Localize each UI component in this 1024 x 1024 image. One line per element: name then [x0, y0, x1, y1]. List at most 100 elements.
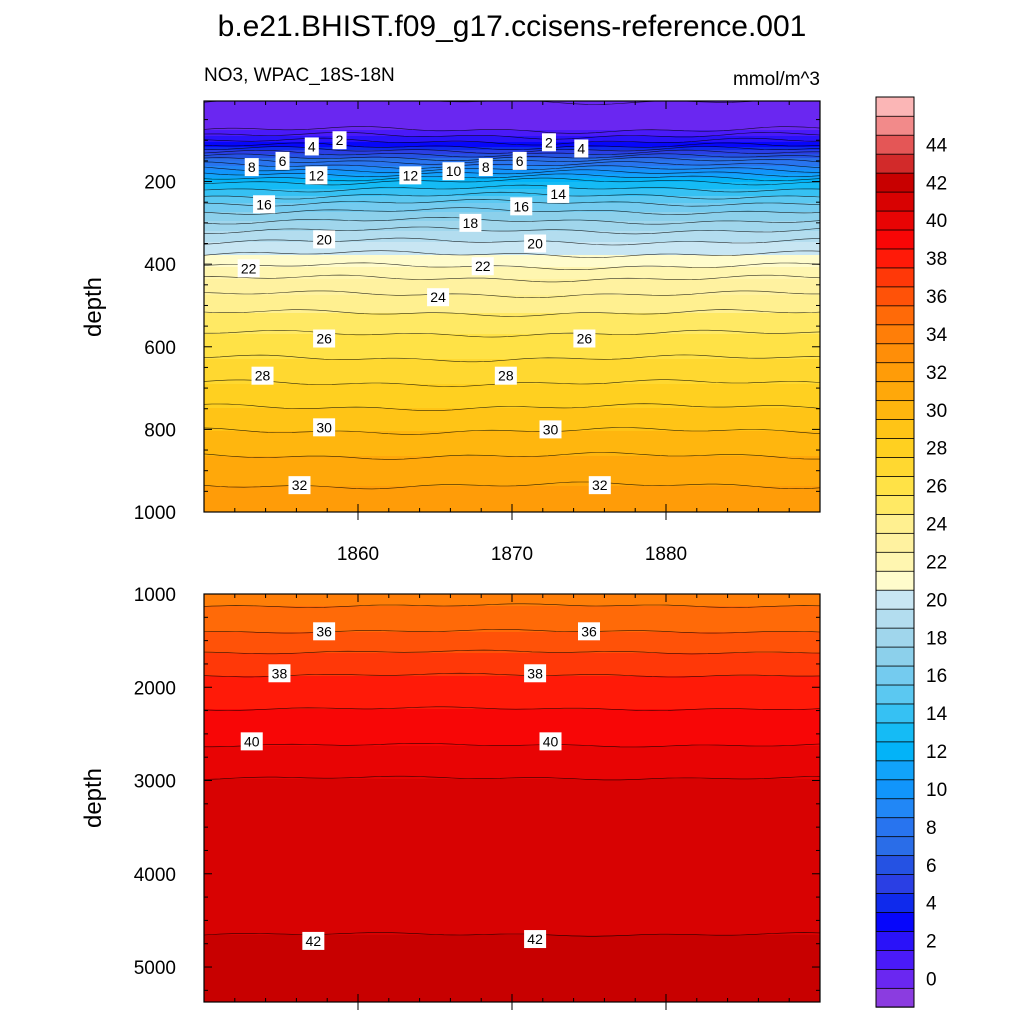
- contour-line: [204, 649, 820, 655]
- colorbar-box: [875, 115, 915, 136]
- colorbar-box: [875, 722, 915, 743]
- contour-label-box: [578, 622, 600, 641]
- colorbar-label: 28: [926, 439, 947, 460]
- contour-label: 10: [446, 163, 462, 179]
- contour-label-box: [547, 184, 570, 203]
- colorbar-box: [875, 191, 915, 212]
- right-subtitle: mmol/m^3: [733, 69, 820, 90]
- contour-band: [204, 606, 820, 633]
- contour-label-box: [539, 732, 562, 751]
- colorbar-box: [875, 494, 915, 515]
- colorbar-box: [875, 589, 915, 610]
- contour-line: [204, 452, 820, 460]
- contour-band: [204, 255, 820, 268]
- contour-label: 8: [482, 159, 490, 175]
- colorbar-box: [875, 362, 915, 383]
- contour-label: 12: [309, 167, 325, 183]
- contour-band: [204, 189, 820, 197]
- contour-label-box: [574, 139, 589, 158]
- contour-band: [204, 161, 820, 167]
- y-tick-label: 600: [144, 338, 176, 359]
- x-tick-label: 1870: [491, 544, 533, 565]
- contour-label-box: [288, 476, 311, 495]
- colorbar-box: [875, 684, 915, 705]
- contour-label-box: [471, 257, 494, 276]
- contour-line: [204, 157, 820, 165]
- contour-label: 24: [430, 289, 446, 305]
- contour-line: [204, 216, 820, 225]
- contour-band: [204, 267, 820, 280]
- contour-band: [204, 746, 820, 780]
- colorbar-label: 30: [926, 401, 947, 422]
- colorbar-label: 14: [926, 704, 948, 725]
- colorbar-box: [875, 267, 915, 288]
- colorbar-label: 16: [926, 666, 947, 687]
- contour-label: 28: [498, 368, 514, 384]
- contour-band: [204, 431, 820, 457]
- contour-label-box: [478, 158, 493, 177]
- contour-label: 38: [272, 665, 288, 681]
- contour-band: [204, 935, 820, 1002]
- contour-line: [204, 262, 820, 271]
- colorbar-box: [875, 741, 915, 762]
- y-tick-label: 800: [144, 420, 176, 441]
- contour-line: [204, 237, 820, 246]
- contour-label-box: [313, 622, 336, 641]
- contour-line: [204, 250, 820, 258]
- contour-band: [204, 279, 820, 296]
- colorbar-box: [875, 703, 915, 724]
- colorbar-box: [875, 96, 915, 117]
- contour-label: 8: [248, 159, 256, 175]
- contour-label-box: [268, 664, 291, 683]
- contour-label: 22: [475, 258, 491, 274]
- contour-label: 40: [543, 733, 559, 749]
- colorbar-label: 6: [926, 856, 937, 877]
- colorbar-box: [875, 570, 915, 591]
- colorbar-box: [875, 210, 915, 231]
- colorbar-label: 34: [926, 325, 948, 346]
- contour-line: [204, 672, 820, 678]
- colorbar-label: 44: [926, 135, 948, 156]
- contour-band: [204, 242, 820, 256]
- contour-label: 36: [581, 623, 597, 639]
- contour-label-box: [524, 664, 547, 683]
- contour-label-box: [573, 329, 596, 348]
- colorbar-box: [875, 798, 915, 819]
- contour-label-box: [332, 131, 347, 150]
- contour-label-box: [494, 366, 517, 385]
- contour-band: [204, 709, 820, 747]
- contour-label-box: [588, 476, 611, 495]
- contour-label-box: [275, 151, 290, 170]
- colorbar: 0246810121416182022242628303234363840424…: [875, 96, 948, 1008]
- colorbar-box: [875, 665, 915, 686]
- contour-label-box: [304, 137, 319, 156]
- contour-label: 16: [256, 196, 272, 212]
- colorbar-label: 40: [926, 211, 947, 232]
- colorbar-label: 32: [926, 363, 947, 384]
- colorbar-label: 0: [926, 970, 937, 991]
- left-subtitle: NO3, WPAC_18S-18N: [204, 65, 395, 86]
- contour-label: 2: [336, 132, 344, 148]
- contour-band: [204, 384, 820, 409]
- y-tick-label: 200: [144, 173, 176, 194]
- contour-label-box: [305, 166, 328, 185]
- contour-label: 26: [577, 331, 593, 347]
- contour-label-box: [313, 418, 336, 437]
- colorbar-label: 2: [926, 932, 937, 953]
- contour-label-box: [240, 732, 263, 751]
- contour-line: [204, 354, 820, 363]
- upper-panel-field: [204, 101, 820, 512]
- contour-label-box: [313, 329, 336, 348]
- contour-band: [204, 142, 820, 148]
- contour-line: [204, 629, 820, 634]
- contour-label-box: [302, 931, 325, 950]
- contour-band: [204, 408, 820, 432]
- colorbar-label: 42: [926, 173, 947, 194]
- colorbar-box: [875, 286, 915, 307]
- colorbar-box: [875, 627, 915, 648]
- contour-label: 28: [255, 368, 271, 384]
- contour-band: [204, 653, 820, 677]
- contour-label: 12: [403, 167, 419, 183]
- contour-band: [204, 130, 820, 137]
